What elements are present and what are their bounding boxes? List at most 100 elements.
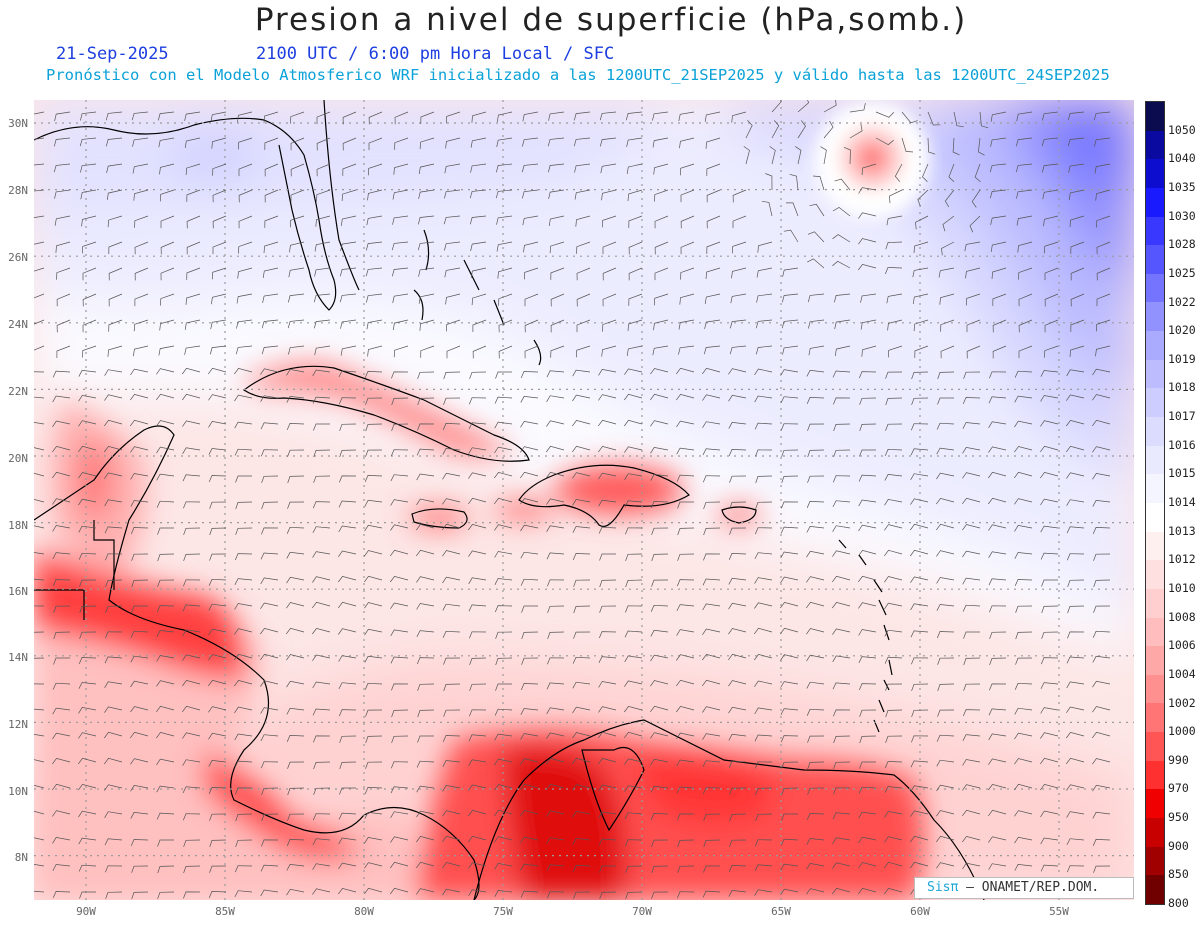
wind-barb [598,631,617,639]
wind-barb [338,888,357,895]
wind-barb [442,735,461,743]
wind-barb [1040,657,1059,665]
wind-barb [234,603,253,610]
wind-barb [572,865,591,872]
wind-barb [927,111,941,126]
wind-barb [494,784,513,791]
wind-barb [521,189,539,199]
cyclone [814,102,930,218]
wind-barb [471,293,487,306]
wind-barb [105,891,123,900]
wind-barb [261,839,279,847]
wind-barb [598,706,617,713]
wind-barb [208,475,227,483]
wind-barb [367,189,383,201]
wind-barb [832,525,851,532]
wind-barb [833,735,851,744]
wind-barb [885,397,903,406]
wind-barb [261,787,279,796]
wind-barb [340,345,357,356]
wind-barb [446,319,461,332]
wind-barb [417,215,435,225]
wind-barb [1066,499,1085,506]
wind-barb [600,163,617,174]
wind-barb [806,654,825,662]
wind-barb [1070,293,1085,307]
wind-barb [676,706,695,713]
wind-barb [702,394,721,401]
wind-barb [208,654,227,661]
wind-barb [286,707,305,715]
wind-barb [446,345,461,359]
wind-barb [942,215,955,232]
wind-barb [754,734,773,742]
wind-barb [287,449,305,457]
wind-barb [208,394,227,401]
wind-barb [550,293,565,307]
wind-barb [988,446,1007,453]
wind-barb [940,345,955,359]
wind-barb [990,241,1007,252]
wind-barb [131,579,149,588]
wind-barb [52,446,71,453]
wind-barb [495,189,513,199]
wind-barb [416,861,435,869]
wind-barb [416,630,435,637]
wind-barb [364,550,383,557]
wind-barb [1066,757,1085,765]
wind-barb [520,551,539,559]
wind-barb [182,813,201,821]
wind-barb [313,293,331,303]
wind-barb [650,393,669,401]
wind-barb [34,267,45,272]
wind-barb [156,473,175,481]
wind-barb [78,837,97,845]
wind-barb [53,137,71,147]
wind-barb [1014,446,1033,453]
colorbar-label: 1025 [1168,265,1196,280]
wind-barb [260,864,279,872]
wind-barb [1044,267,1059,281]
wind-barb [754,680,773,687]
wind-barb [208,891,227,898]
wind-barb [442,472,461,480]
wind-barb [186,189,201,202]
wind-barb [496,111,513,123]
wind-barb [572,732,591,739]
wind-barb [702,628,721,635]
wind-barb [676,420,695,428]
wind-barb [1014,682,1033,690]
wind-barb [469,215,487,225]
wind-barb [547,631,565,640]
wind-barb [104,838,123,846]
wind-barb [885,371,903,379]
wind-barb [80,189,97,200]
wind-barb [807,449,825,458]
wind-barb [650,501,669,509]
lat-label-30n: 30N [8,117,28,130]
wind-barb [601,215,617,228]
wind-barb [184,319,201,330]
wind-barb [625,553,643,562]
wind-barb [52,891,71,899]
wind-barb [885,735,903,743]
wind-barb [910,473,929,480]
wind-barb [910,760,929,768]
wind-barb [237,111,253,123]
wind-barb [234,680,253,687]
wind-barb [1014,525,1033,532]
wind-barb [884,861,903,869]
wind-barb [676,604,695,612]
wind-barb [627,319,643,332]
wind-barb [780,888,799,896]
wind-barb [1094,137,1111,147]
wind-barb [496,241,513,252]
wind-barb [209,813,227,821]
wind-barb [210,319,227,330]
wind-barb [312,501,331,509]
wind-barb [339,293,357,303]
colorbar-label: 1028 [1168,237,1196,252]
wind-barb [807,787,825,795]
wind-barb [651,865,669,874]
wind-barb [962,709,981,717]
